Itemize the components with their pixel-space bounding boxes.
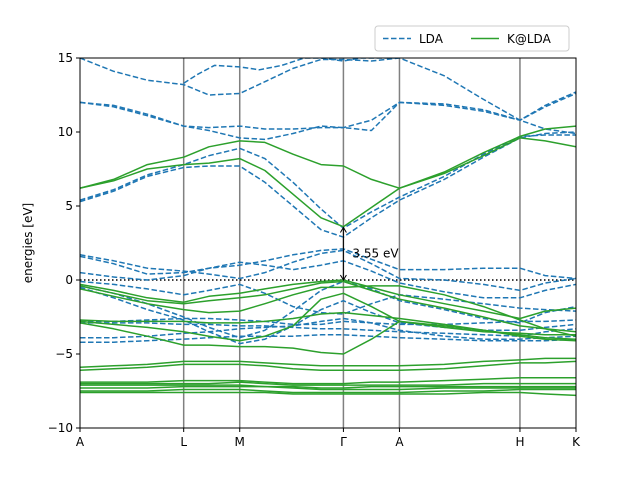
lda-band-line [80, 58, 576, 135]
lda-band-line [80, 92, 576, 130]
lda-band-line [183, 58, 400, 84]
x-tick-label: H [515, 435, 524, 449]
legend: LDA K@LDA [374, 25, 570, 52]
x-tick-label: M [235, 435, 245, 449]
k-lda-band-line [80, 388, 576, 394]
k-point-lines [182, 58, 521, 428]
lda-band-line [80, 286, 576, 345]
k-lda-band-line [80, 391, 576, 397]
y-tick-label: 5 [65, 199, 73, 213]
k-lda-band-line [80, 320, 576, 355]
lda-band-line [80, 260, 576, 299]
y-tick-label: −5 [55, 347, 73, 361]
k-lda-band-line [80, 376, 576, 385]
lda-band-line [80, 322, 576, 337]
k-lda-band-line [80, 125, 576, 189]
y-tick-label: 0 [65, 273, 73, 287]
k-lda-band-line [80, 357, 576, 369]
k-lda-band-line [80, 384, 576, 389]
gap-arrow-head-bottom [339, 274, 347, 281]
y-tick-label: −10 [48, 421, 73, 435]
legend-label: LDA [419, 32, 444, 46]
x-tick-label: A [76, 435, 85, 449]
k-lda-band-line [80, 311, 576, 342]
k-lda-band-line [80, 285, 576, 337]
k-lda-band-line [80, 360, 576, 372]
k-lda-band-line [80, 385, 576, 391]
lda-band-line [80, 249, 576, 292]
lda-band-line [80, 131, 576, 238]
legend-label: K@LDA [507, 32, 552, 46]
k-lda-band-line [80, 279, 576, 320]
y-axis-label: energies [eV] [21, 203, 35, 283]
x-tick-label: A [395, 435, 404, 449]
y-tick-label: 15 [58, 51, 73, 65]
k-lda-band-line [80, 280, 576, 333]
lda-band-line [80, 134, 576, 229]
y-axis-ticks: −10 −5 0 5 10 15 [48, 51, 80, 435]
y-tick-label: 10 [58, 125, 73, 139]
lda-band-line [80, 280, 576, 315]
x-tick-label: K [572, 435, 581, 449]
gap-arrow-head-top [339, 226, 347, 233]
gap-annotation: 3.55 eV [339, 226, 399, 281]
plot-frame [79, 57, 577, 429]
lda-band-line [80, 317, 576, 340]
lda-band-line [80, 91, 576, 141]
k-lda-band-line [80, 137, 576, 228]
lda-band-line [80, 334, 576, 343]
x-tick-label: L [180, 435, 187, 449]
gap-label: 3.55 eV [352, 247, 399, 261]
x-tick-label: Γ [340, 435, 347, 449]
k-lda-band-line [80, 381, 576, 386]
lda-band-line [80, 317, 576, 326]
lda-band-line [80, 248, 576, 280]
band-lines [80, 58, 576, 397]
